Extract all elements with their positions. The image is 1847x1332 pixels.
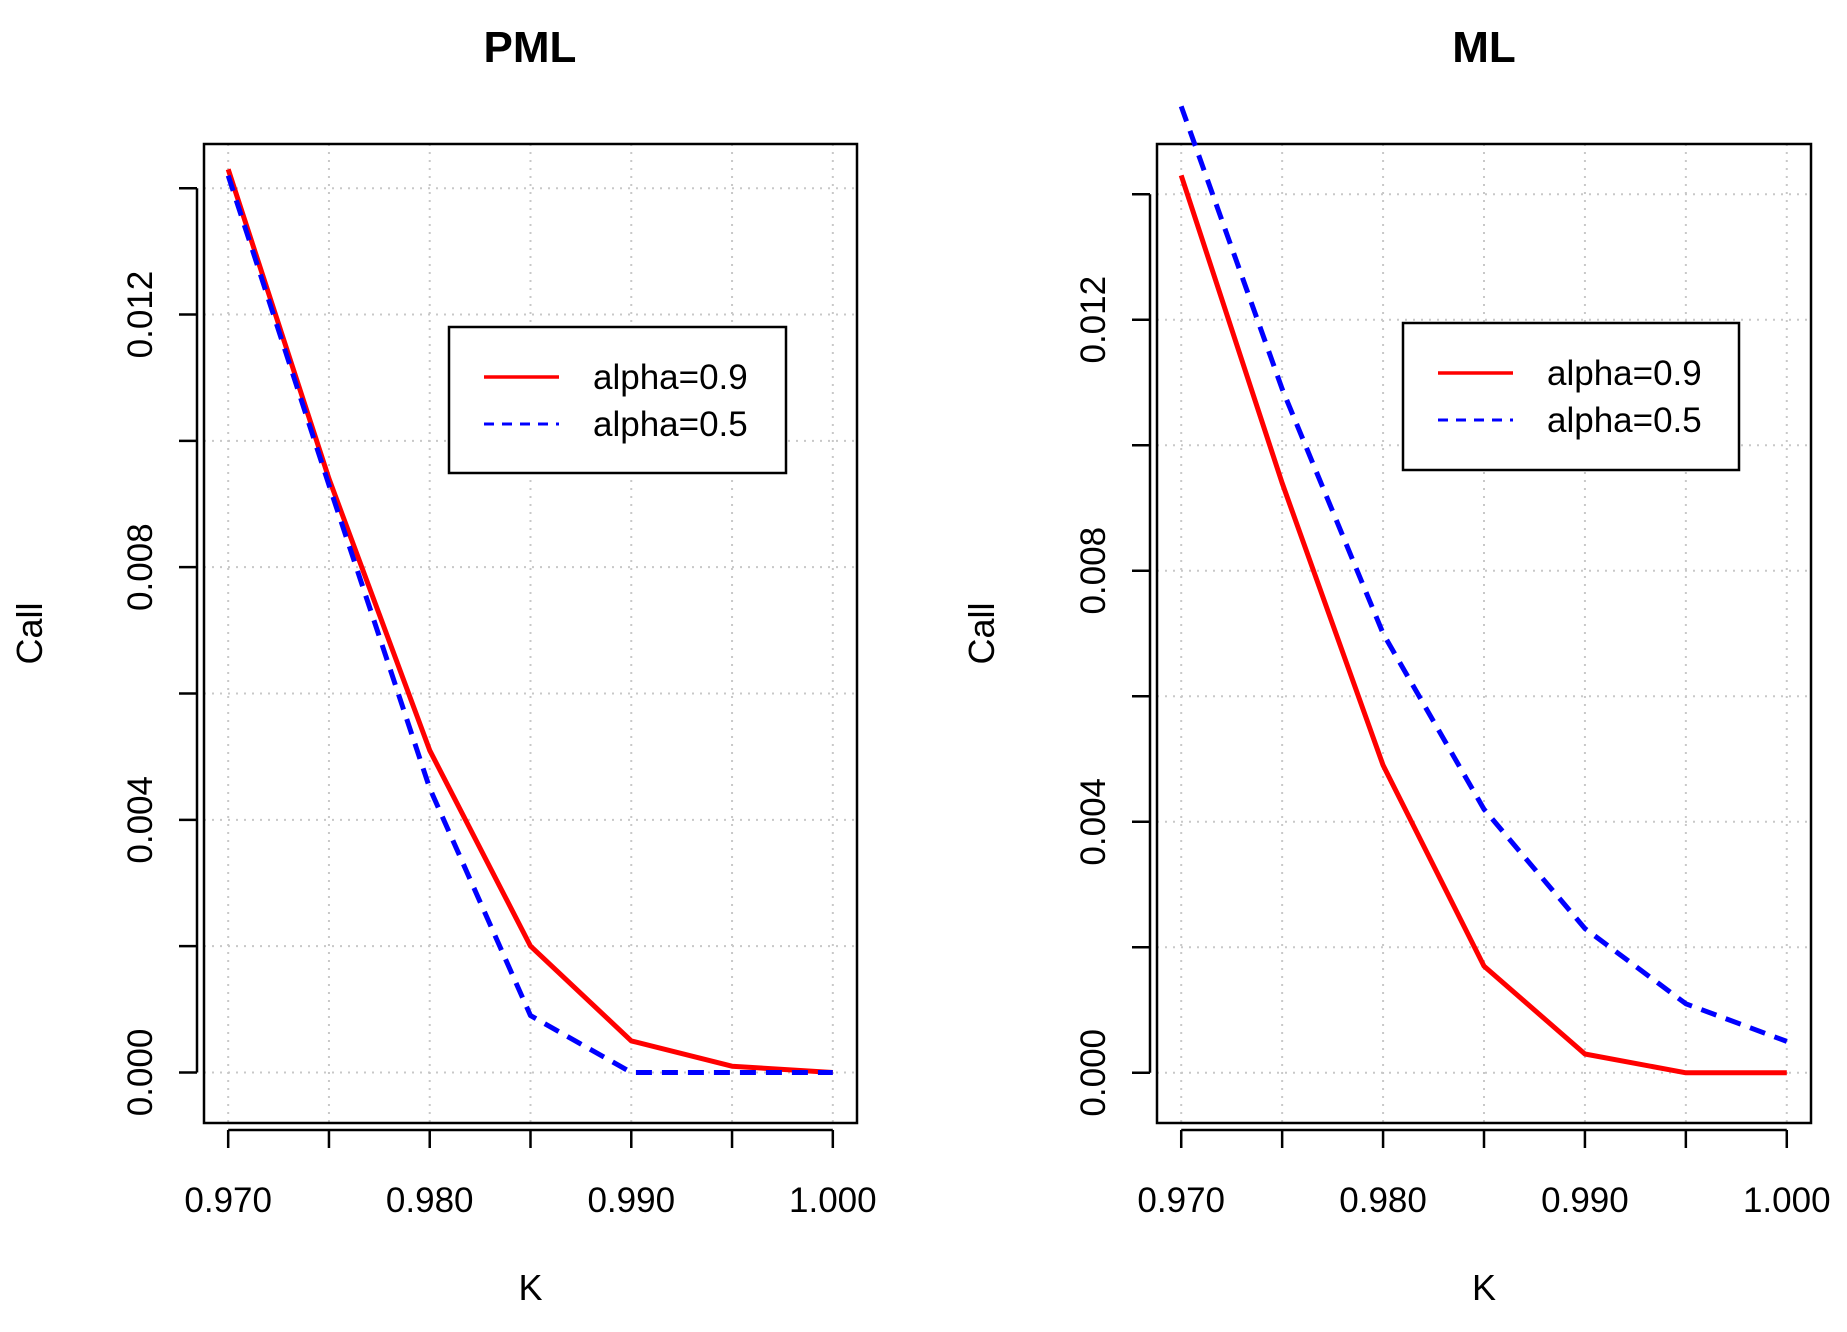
- legend-label: alpha=0.5: [593, 405, 748, 444]
- plot-frame: [1155, 142, 1813, 1125]
- y-tick-label: 0.000: [121, 1029, 160, 1117]
- y-tick-label: 0.012: [121, 271, 160, 359]
- legend-label: alpha=0.9: [593, 358, 748, 397]
- x-tick-label: 1.000: [1743, 1181, 1831, 1220]
- series-line-alpha-0-5: [225, 174, 833, 1075]
- x-tick-label: 1.000: [789, 1181, 877, 1220]
- series-line-alpha-0-9: [1178, 174, 1787, 1076]
- x-tick-label: 0.990: [1541, 1181, 1629, 1220]
- y-tick-label: 0.004: [1074, 778, 1113, 866]
- legend: alpha=0.9 alpha=0.5: [447, 325, 788, 475]
- x-axis-label: K: [518, 1267, 542, 1308]
- x-tick-label: 0.980: [386, 1181, 474, 1220]
- y-tick-label: 0.012: [1074, 276, 1113, 364]
- panel-ml: 0.970 0.980 0.990 1.000 0.000 0.004 0.008 0.012…: [961, 23, 1831, 1308]
- x-tick-label: 0.980: [1339, 1181, 1427, 1220]
- legend: alpha=0.9 alpha=0.5: [1401, 321, 1741, 472]
- plot-frame: [202, 142, 859, 1125]
- y-tick-label: 0.008: [1074, 527, 1113, 615]
- panel-pml: 0.970 0.980 0.990 1.000 0.000 0.004 0.008 0.012…: [9, 23, 877, 1308]
- legend-label: alpha=0.5: [1547, 401, 1702, 440]
- y-tick-label: 0.004: [121, 776, 160, 864]
- x-axis-label: K: [1472, 1267, 1496, 1308]
- x-tick-label: 0.970: [1137, 1181, 1225, 1220]
- legend-label: alpha=0.9: [1547, 354, 1702, 393]
- y-axis-label: Call: [9, 602, 50, 664]
- y-tick-label: 0.000: [1074, 1029, 1113, 1117]
- y-tick-label: 0.008: [121, 523, 160, 611]
- x-tick-label: 0.990: [587, 1181, 675, 1220]
- x-tick-label: 0.970: [184, 1181, 272, 1220]
- chart-title: PML: [484, 23, 577, 72]
- legend-box: [1401, 321, 1741, 472]
- y-axis-label: Call: [961, 602, 1002, 664]
- chart-title: ML: [1452, 23, 1516, 72]
- series-line-alpha-0-5: [1178, 105, 1788, 1044]
- legend-box: [447, 325, 788, 475]
